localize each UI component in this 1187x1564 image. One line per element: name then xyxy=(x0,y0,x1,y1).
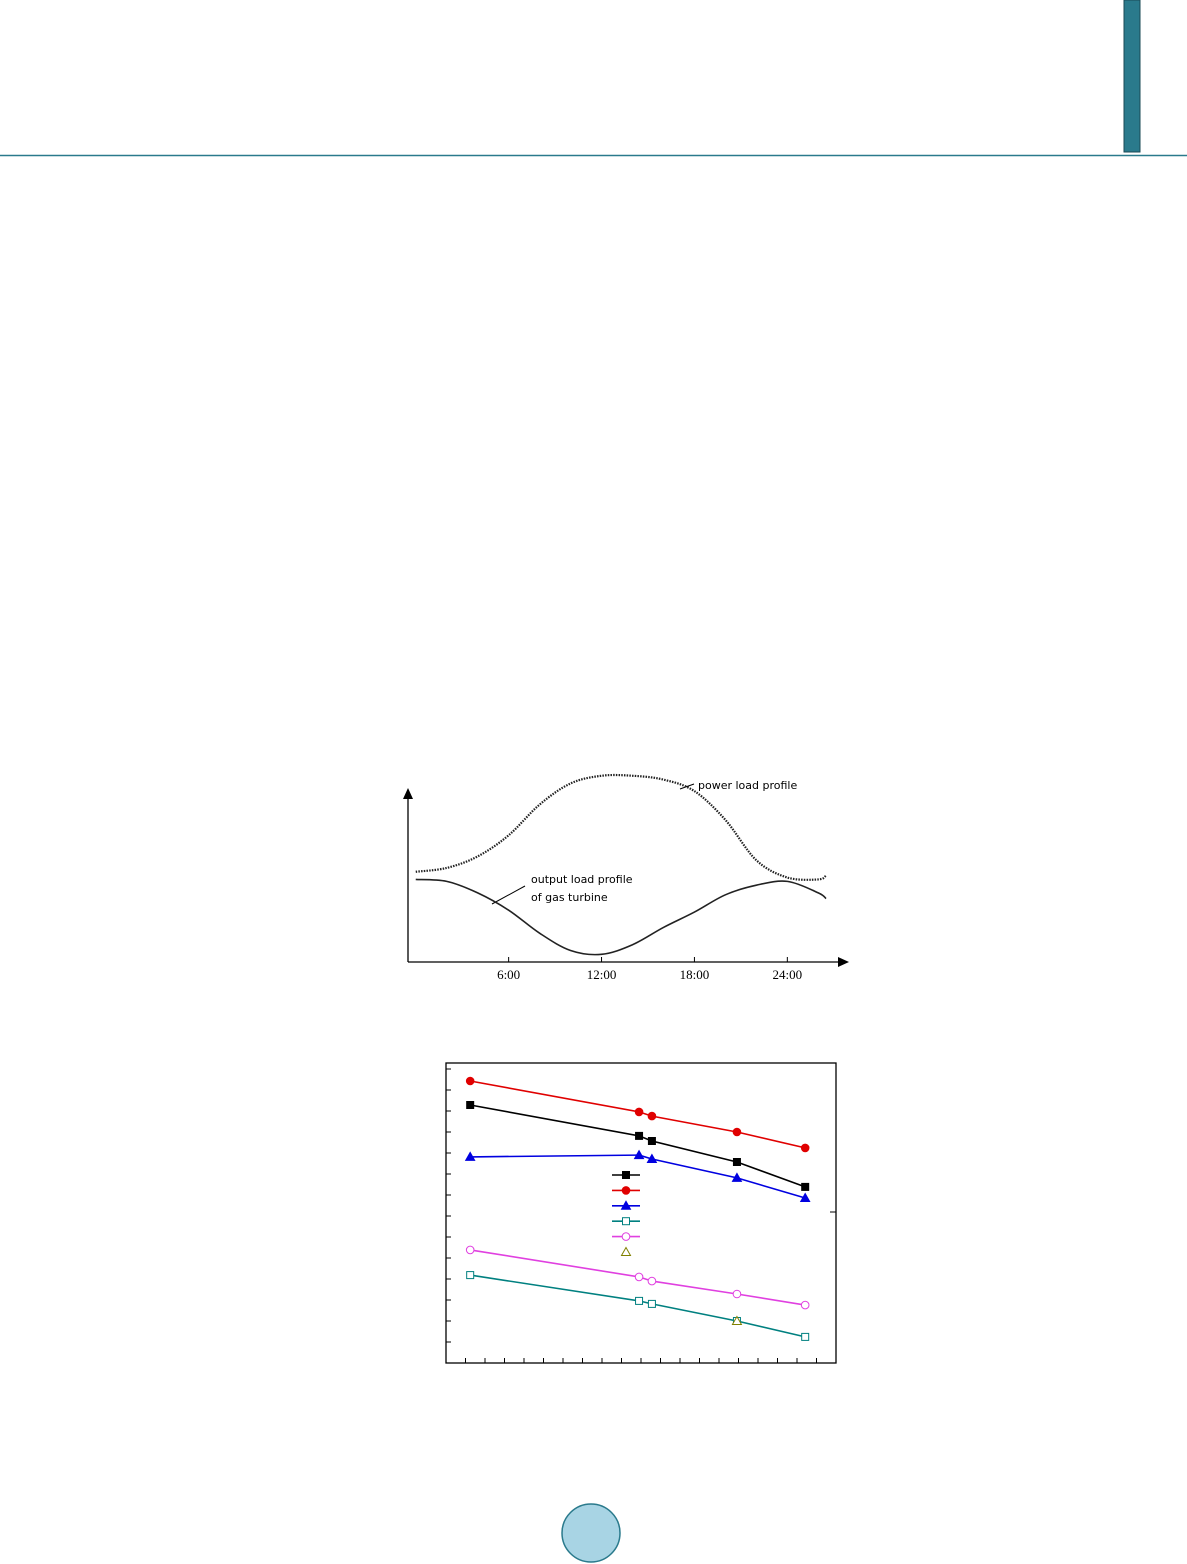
series-line xyxy=(470,1154,806,1199)
x-tick-label: 18:00 xyxy=(680,967,710,982)
annotation: of gas turbine xyxy=(531,891,608,904)
data-point xyxy=(635,1296,644,1305)
data-point xyxy=(647,1299,656,1308)
series-line xyxy=(415,773,827,881)
data-point xyxy=(801,1182,810,1191)
data-point xyxy=(647,1276,657,1286)
data-point xyxy=(799,1192,811,1202)
data-point xyxy=(465,1076,475,1086)
annotation: power load profile xyxy=(698,779,797,792)
data-point xyxy=(646,1153,658,1163)
y-axis-arrow xyxy=(403,788,413,799)
series-line xyxy=(470,1274,806,1338)
legend-marker xyxy=(622,1171,630,1179)
data-point xyxy=(731,1172,743,1182)
data-point xyxy=(634,1107,644,1117)
data-point xyxy=(801,1332,810,1341)
legend-marker xyxy=(620,1246,632,1256)
leader-line xyxy=(679,783,695,790)
x-tick-label: 6:00 xyxy=(497,967,520,982)
leader-line xyxy=(491,885,526,905)
data-point xyxy=(732,1127,742,1137)
data-point xyxy=(466,1271,475,1280)
legend-marker xyxy=(620,1200,632,1210)
data-point xyxy=(800,1300,810,1310)
legend-marker xyxy=(621,1232,631,1241)
data-point xyxy=(465,1245,475,1255)
data-point xyxy=(732,1158,741,1166)
data-point xyxy=(633,1149,645,1160)
data-point xyxy=(464,1151,476,1161)
plot-frame xyxy=(445,1062,837,1364)
header-tab xyxy=(1123,0,1141,153)
page-number-badge xyxy=(561,1503,621,1563)
data-point xyxy=(732,1289,742,1299)
series-line xyxy=(415,878,827,956)
data-point xyxy=(466,1101,475,1109)
legend-marker xyxy=(621,1186,631,1195)
data-point xyxy=(800,1143,810,1153)
legend-marker xyxy=(622,1217,630,1226)
annotation: output load profile xyxy=(531,873,633,886)
x-tick-label: 24:00 xyxy=(773,967,803,982)
data-point xyxy=(634,1272,644,1282)
data-point xyxy=(731,1315,743,1325)
x-tick-label: 12:00 xyxy=(587,967,617,982)
data-point xyxy=(647,1137,656,1145)
data-point xyxy=(647,1111,657,1121)
x-axis-arrow xyxy=(838,957,849,967)
data-point xyxy=(635,1131,644,1140)
